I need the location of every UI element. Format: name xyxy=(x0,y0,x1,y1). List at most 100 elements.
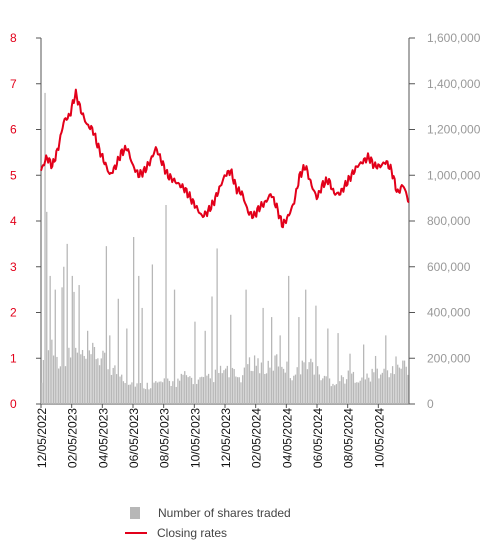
right-tick-label: 400,000 xyxy=(427,306,471,320)
volume-bar xyxy=(298,317,300,404)
volume-bar xyxy=(122,381,125,404)
volume-bar xyxy=(351,373,353,404)
volume-bar xyxy=(328,378,331,404)
volume-bar xyxy=(330,386,332,404)
volume-bar xyxy=(87,330,89,404)
volume-bar xyxy=(42,360,44,404)
volume-bar xyxy=(54,289,56,405)
volume-bar xyxy=(109,335,111,405)
volume-bar xyxy=(339,381,341,404)
volume-bar xyxy=(352,371,355,404)
legend-closing-swatch xyxy=(125,532,147,534)
volume-bar xyxy=(119,376,121,404)
volume-bar xyxy=(223,370,225,404)
volume-bar xyxy=(359,380,361,404)
volume-bar xyxy=(105,246,108,404)
volume-bar xyxy=(73,291,75,404)
volume-bar xyxy=(407,374,409,404)
volume-bar xyxy=(201,376,203,404)
volume-bar xyxy=(402,360,404,404)
x-tick-label: 10/05/2024 xyxy=(372,408,386,468)
volume-bar xyxy=(165,204,167,404)
volume-bar xyxy=(175,386,177,404)
volume-bar xyxy=(385,335,387,405)
volume-bar xyxy=(150,388,152,404)
volume-bar xyxy=(115,374,118,404)
volume-bar xyxy=(180,373,182,404)
volume-bar xyxy=(264,373,266,404)
volume-bar xyxy=(235,376,237,404)
volume-bar xyxy=(393,374,395,404)
volume-bar xyxy=(274,355,276,404)
legend-shares-label: Number of shares traded xyxy=(158,506,291,520)
volume-bar xyxy=(262,307,264,405)
volume-bar xyxy=(214,369,217,404)
volume-bar xyxy=(127,384,130,404)
volume-bar xyxy=(248,357,251,404)
volume-bar xyxy=(61,287,63,404)
volume-bar xyxy=(397,364,399,404)
volume-bar xyxy=(272,370,274,404)
x-tick-label: 10/05/2023 xyxy=(188,408,202,468)
volume-bar xyxy=(294,374,297,404)
volume-bar xyxy=(218,372,220,404)
volume-bar xyxy=(315,305,317,404)
volume-bar xyxy=(75,347,77,404)
volume-bar xyxy=(368,377,370,404)
right-tick-label: 1,000,000 xyxy=(427,168,481,182)
closing-rate-line xyxy=(40,88,410,229)
volume-bar xyxy=(323,375,326,404)
volume-bar xyxy=(131,382,133,404)
volume-bar xyxy=(284,372,286,404)
volume-bar xyxy=(117,298,119,404)
volume-bar xyxy=(221,373,223,404)
volume-bar xyxy=(296,367,298,404)
volume-bar xyxy=(253,355,256,404)
volume-bar xyxy=(133,237,135,404)
volume-bar xyxy=(112,367,114,404)
bars-layer xyxy=(41,92,409,405)
volume-bar xyxy=(80,354,82,404)
volume-bar xyxy=(114,365,116,404)
volume-bar xyxy=(334,385,336,404)
right-tick-label: 800,000 xyxy=(427,214,471,228)
x-tick-label: 12/05/2023 xyxy=(219,408,233,468)
volume-bar xyxy=(349,353,351,405)
volume-bar xyxy=(97,358,99,404)
volume-bar xyxy=(155,381,157,404)
volume-bar xyxy=(59,366,62,404)
volume-bar xyxy=(153,382,155,404)
volume-bar xyxy=(141,307,143,405)
volume-bar xyxy=(233,369,235,404)
right-tick-label: 1,200,000 xyxy=(427,123,481,137)
volume-bar xyxy=(252,371,254,404)
x-tick-label: 08/05/2024 xyxy=(342,408,356,468)
volume-bar xyxy=(371,368,373,404)
volume-bar xyxy=(238,377,240,404)
line-layer xyxy=(40,88,410,229)
volume-bar xyxy=(104,352,106,404)
volume-bar xyxy=(192,384,194,404)
volume-bar xyxy=(243,367,246,404)
volume-bar xyxy=(85,358,87,404)
volume-bar xyxy=(219,365,222,404)
volume-bar xyxy=(231,367,234,404)
volume-bar xyxy=(318,374,320,404)
volume-bar xyxy=(388,377,390,404)
left-tick-label: 0 xyxy=(10,397,17,411)
volume-bar xyxy=(78,285,80,404)
volume-bar xyxy=(269,367,271,404)
volume-bar xyxy=(173,289,176,405)
volume-bar xyxy=(187,377,189,404)
volume-bar xyxy=(134,386,136,404)
volume-bar xyxy=(286,361,288,404)
volume-bar xyxy=(310,358,312,404)
volume-bar xyxy=(344,383,346,404)
volume-bar xyxy=(207,373,210,404)
volume-bar xyxy=(271,317,273,404)
volume-bar xyxy=(139,383,142,404)
volume-bar xyxy=(143,388,145,404)
volume-bar xyxy=(398,367,401,404)
volume-bar xyxy=(342,377,344,404)
volume-bar xyxy=(196,383,198,404)
